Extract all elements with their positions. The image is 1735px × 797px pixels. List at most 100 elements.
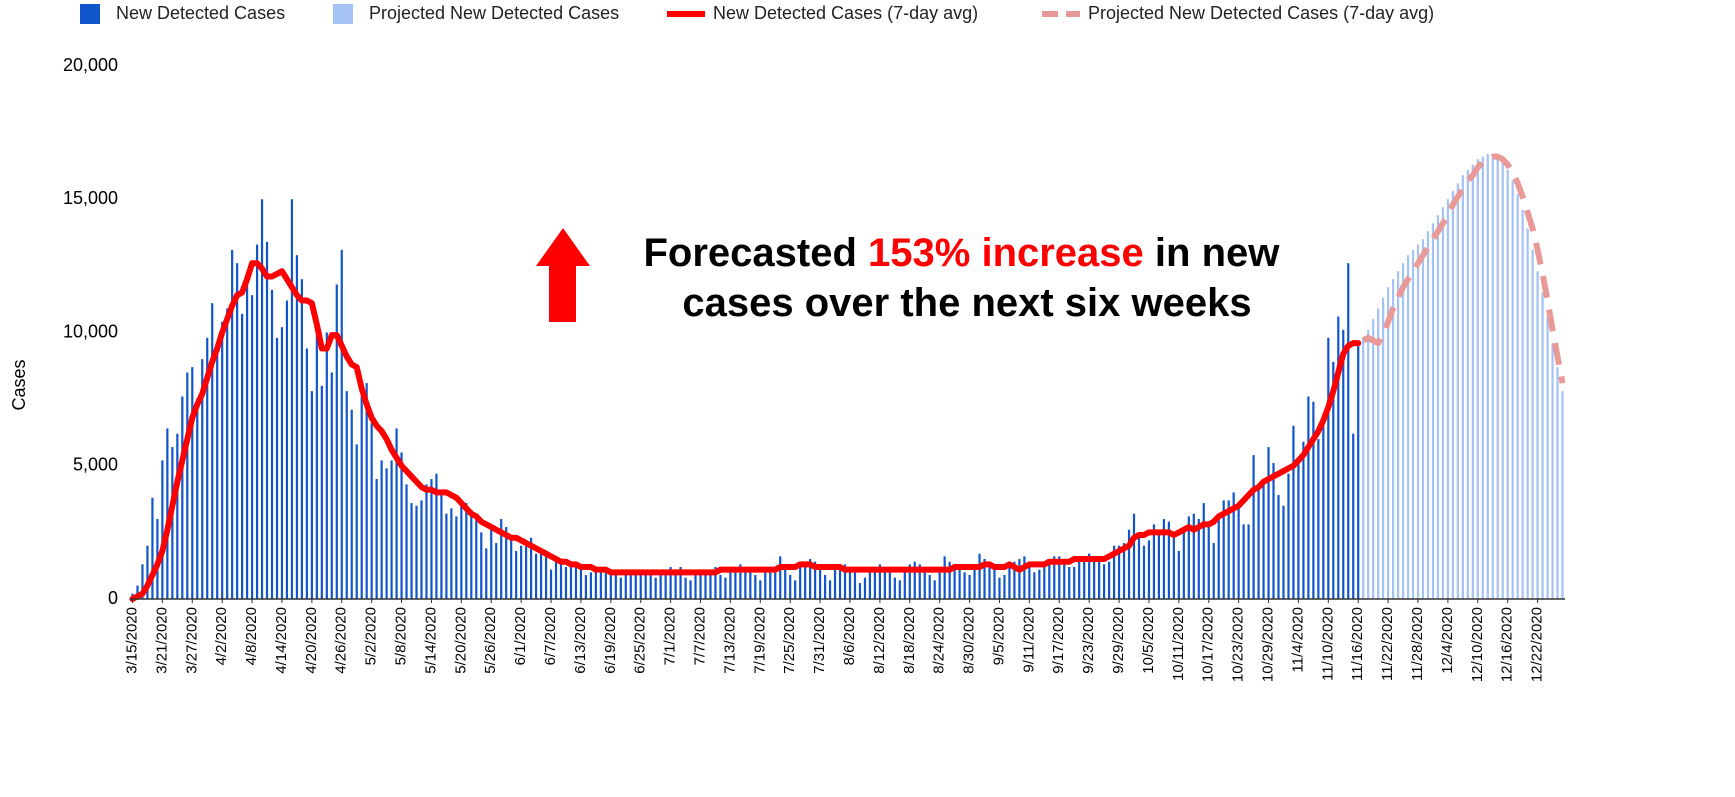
bar xyxy=(1491,153,1494,599)
bar xyxy=(1436,215,1440,600)
bar xyxy=(749,567,752,599)
x-tick-label: 9/17/2020 xyxy=(1050,607,1067,674)
bar xyxy=(888,569,891,599)
bar xyxy=(1262,484,1265,599)
bar xyxy=(1456,183,1459,599)
x-tick-label: 8/12/2020 xyxy=(871,607,888,674)
bar xyxy=(1471,164,1474,600)
x-tick-label: 11/16/2020 xyxy=(1349,607,1366,681)
bar xyxy=(1142,545,1146,599)
x-tick-label: 5/14/2020 xyxy=(422,607,439,674)
bar xyxy=(639,572,642,599)
x-tick-label: 6/25/2020 xyxy=(632,607,649,674)
bar xyxy=(549,569,553,599)
x-tick-label: 11/10/2020 xyxy=(1319,607,1336,681)
bar xyxy=(1247,524,1250,599)
bar xyxy=(405,484,408,599)
bar xyxy=(1222,500,1225,599)
bar xyxy=(814,561,817,599)
bar xyxy=(759,580,762,599)
bar xyxy=(1416,244,1420,599)
bar xyxy=(1441,207,1445,599)
bar xyxy=(1053,556,1056,599)
bar xyxy=(1347,263,1350,599)
bar xyxy=(345,391,348,599)
annotation: Forecasted 153% increase in new cases ov… xyxy=(643,231,1290,325)
bar xyxy=(1282,505,1285,599)
bar xyxy=(1297,457,1300,599)
bar xyxy=(903,567,906,599)
bar xyxy=(320,385,323,599)
bar xyxy=(1476,159,1479,599)
bar xyxy=(325,332,328,599)
bar xyxy=(1088,553,1091,599)
bar xyxy=(161,460,164,599)
bar xyxy=(146,545,149,599)
bar xyxy=(290,199,294,599)
bar xyxy=(1401,263,1405,599)
bar xyxy=(400,452,403,599)
x-tick-label: 11/28/2020 xyxy=(1409,607,1426,681)
bar xyxy=(963,572,966,599)
bar xyxy=(883,567,886,599)
bar xyxy=(1411,249,1415,599)
bar xyxy=(1377,308,1380,599)
x-tick-label: 10/17/2020 xyxy=(1200,607,1217,682)
bar xyxy=(435,473,438,599)
bar xyxy=(480,532,483,599)
bar xyxy=(769,569,772,599)
annotation-text: in new xyxy=(1155,231,1280,275)
bar xyxy=(136,585,139,599)
x-tick-label: 9/29/2020 xyxy=(1110,607,1127,674)
bar xyxy=(1521,209,1524,599)
y-axis-title: Cases xyxy=(9,359,29,410)
bar xyxy=(1307,396,1310,599)
bar xyxy=(1232,492,1235,599)
bar xyxy=(1157,532,1161,599)
bar xyxy=(823,575,827,599)
x-tick-label: 4/8/2020 xyxy=(243,607,260,665)
bar xyxy=(510,535,513,599)
x-tick-label: 4/20/2020 xyxy=(303,607,320,674)
y-tick-label: 0 xyxy=(108,588,118,608)
bar xyxy=(1197,519,1200,599)
x-tick-label: 6/13/2020 xyxy=(572,607,589,674)
plot-area xyxy=(129,153,1566,602)
y-tick-label: 5,000 xyxy=(73,455,118,475)
bar xyxy=(1556,367,1559,599)
bar xyxy=(694,575,697,599)
bar xyxy=(355,444,358,599)
bar xyxy=(699,572,702,599)
bar xyxy=(953,564,956,599)
bar xyxy=(515,551,518,599)
bar xyxy=(1501,161,1504,599)
bar xyxy=(410,503,413,599)
bar xyxy=(993,567,996,599)
bar xyxy=(1098,559,1101,599)
bar xyxy=(1112,545,1116,599)
x-tick-label: 3/15/2020 xyxy=(123,607,140,674)
legend-swatch xyxy=(333,4,353,24)
bar xyxy=(370,423,373,599)
x-tick-label: 5/8/2020 xyxy=(393,607,410,665)
bar xyxy=(1107,561,1111,599)
bar xyxy=(1033,572,1036,599)
bar xyxy=(1451,191,1454,599)
bar xyxy=(1217,516,1220,599)
bar xyxy=(201,359,204,599)
bar xyxy=(913,561,916,599)
bar xyxy=(1421,239,1425,599)
x-tick-label: 10/29/2020 xyxy=(1260,607,1277,682)
bar xyxy=(231,249,234,599)
x-tick-label: 5/26/2020 xyxy=(482,607,499,674)
bar xyxy=(1511,180,1514,599)
bar xyxy=(998,577,1001,599)
bar xyxy=(734,567,737,599)
bar xyxy=(216,343,219,599)
bar xyxy=(505,527,508,599)
bar xyxy=(335,284,338,599)
bar xyxy=(1073,567,1076,599)
bar xyxy=(1177,551,1180,599)
bar xyxy=(709,572,712,599)
x-tick-label: 11/22/2020 xyxy=(1379,607,1396,681)
